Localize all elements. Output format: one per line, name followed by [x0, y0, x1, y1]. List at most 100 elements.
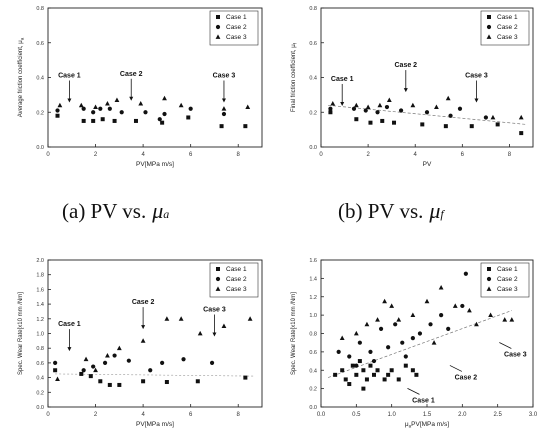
data-point-case-2 [384, 104, 390, 110]
data-point-case-1 [443, 124, 448, 129]
legend-entry: Case 1 [226, 14, 247, 21]
data-point-case-3 [78, 102, 84, 108]
annotation-label: Case 2 [120, 71, 143, 78]
caption-b: (b) PV vs. μf [338, 198, 444, 224]
data-point-case-2 [181, 357, 186, 362]
y-tick-label: 0.4 [36, 376, 44, 382]
legend-entry: Case 2 [497, 24, 518, 31]
annotation-arrowhead [141, 325, 146, 330]
data-point-case-1 [160, 120, 165, 125]
data-point-case-1 [361, 386, 366, 391]
data-point-case-2 [160, 360, 165, 365]
data-point-case-2 [363, 108, 368, 113]
chart-svg: 0 2 4 6 8 0.0 0.2 0.4 0.6 0.8 PV Final friction coe… [291, 6, 534, 168]
y-tick-label: 0.0 [36, 405, 44, 411]
data-point-case-1 [141, 379, 146, 384]
annotation-label: Case 1 [58, 73, 81, 80]
legend-marker [487, 267, 491, 271]
data-point-case-1 [117, 382, 122, 387]
annotation-label: Case 3 [203, 306, 226, 313]
trend-line [55, 373, 255, 377]
y-tick-label: 1.0 [309, 313, 317, 319]
x-tick-label: 2 [366, 152, 370, 158]
annotation-label: Case 3 [465, 73, 488, 80]
caption-b-subscript: f [440, 207, 444, 221]
data-point-case-1 [55, 113, 60, 118]
data-point-case-1 [243, 375, 248, 380]
y-axis-label-main: Spec. Wear Rate[x10 mm /Nm] [18, 292, 24, 375]
chart-svg: 0 2 4 6 8 0.0 0.2 0.4 0.6 0.8 PV[MPa m/s] Average f… [18, 6, 263, 168]
data-point-case-2 [403, 354, 408, 359]
legend-marker [486, 34, 492, 39]
y-tick-label: 0.4 [309, 76, 317, 82]
y-tick-label: 0.6 [309, 41, 317, 47]
data-point-case-1 [243, 124, 248, 129]
annotation-arrowhead [221, 98, 226, 103]
x-tick-label: 0 [46, 412, 50, 418]
data-point-case-1 [354, 372, 359, 377]
data-point-case-3 [410, 102, 416, 108]
y-axis-label: Final friction coefficient, μf [291, 42, 298, 112]
data-point-case-1 [364, 377, 369, 382]
caption-b-text: (b) PV vs. [338, 199, 424, 223]
legend-entry: Case 2 [226, 276, 247, 283]
data-point-case-3 [396, 317, 402, 322]
y-tick-label: 2.0 [36, 258, 44, 264]
legend-marker [216, 15, 220, 19]
data-point-case-1 [368, 120, 373, 125]
data-point-case-3 [365, 104, 371, 109]
legend-entry: Case 3 [497, 286, 518, 293]
data-point-case-2 [368, 349, 373, 354]
data-point-case-2 [439, 313, 444, 318]
data-point-case-3 [518, 114, 524, 120]
data-point-case-3 [105, 352, 110, 358]
data-point-case-3 [105, 100, 110, 106]
data-point-case-2 [91, 364, 96, 369]
data-point-case-3 [474, 321, 479, 327]
data-point-case-3 [178, 102, 184, 108]
data-point-case-2 [328, 106, 333, 111]
x-tick-label: 4 [414, 152, 418, 158]
legend-entry: Case 1 [497, 266, 518, 273]
y-tick-label: 0.6 [309, 350, 317, 356]
data-point-case-2 [457, 106, 463, 111]
x-tick-label: 1.0 [387, 412, 396, 418]
data-point-case-2 [428, 322, 433, 327]
legend-marker [215, 286, 221, 291]
data-point-case-3 [424, 298, 430, 304]
legend-marker [215, 34, 221, 39]
chart-pv-vs-average-friction: 0 2 4 6 8 0.0 0.2 0.4 0.6 0.8 PV[MPa m/s] Average f… [0, 0, 270, 175]
data-point-case-1 [414, 372, 419, 377]
data-point-case-2 [463, 271, 468, 276]
x-axis-label-symbol: μ [405, 421, 409, 428]
data-point-case-2 [112, 353, 117, 358]
data-point-case-2 [336, 349, 341, 354]
y-axis-label: Spec. Wear Rate[x10 mm /Nm] [18, 292, 24, 375]
annotation-label: Case 2 [455, 374, 478, 381]
annotation-arrowhead [67, 98, 72, 103]
legend-marker [215, 276, 221, 282]
data-point-case-2 [386, 345, 391, 350]
data-point-case-1 [164, 380, 169, 385]
data-point-case-2 [55, 108, 60, 113]
data-point-case-3 [382, 298, 387, 304]
data-point-case-1 [519, 131, 524, 136]
caption-a-symbol: μ [152, 198, 164, 223]
data-point-case-3 [116, 345, 122, 351]
x-tick-label: 2.0 [458, 412, 467, 418]
y-tick-label: 1.2 [36, 317, 44, 323]
legend-entry: Case 3 [497, 34, 518, 41]
y-tick-label: 0.2 [309, 387, 317, 393]
y-tick-label: 1.8 [36, 273, 44, 279]
annotation-label: Case 2 [132, 299, 155, 306]
data-point-case-3 [431, 340, 437, 345]
data-point-case-2 [483, 115, 488, 120]
annotation-arrow [499, 342, 512, 349]
annotation-arrowhead [474, 98, 479, 103]
data-point-case-3 [178, 316, 184, 321]
data-point-case-1 [53, 368, 58, 373]
y-axis-label-main: Spec. Wear Rate[x10 mm /Nm] [291, 292, 297, 375]
data-point-case-3 [330, 100, 336, 106]
data-point-case-1 [81, 118, 86, 123]
annotation-arrowhead [212, 332, 217, 337]
